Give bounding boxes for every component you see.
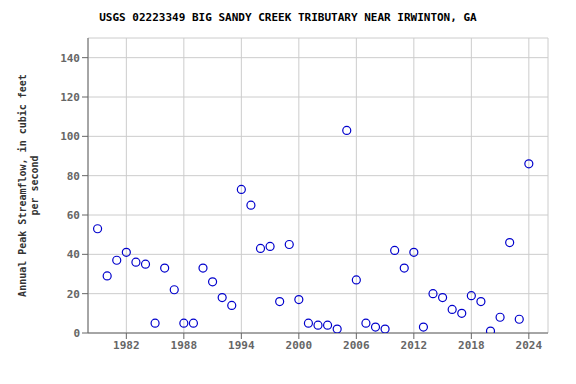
svg-text:1988: 1988 (171, 339, 198, 352)
svg-text:40: 40 (67, 248, 80, 261)
svg-text:80: 80 (67, 170, 80, 183)
svg-text:0: 0 (73, 327, 80, 340)
svg-text:1982: 1982 (113, 339, 140, 352)
svg-text:140: 140 (60, 52, 80, 65)
svg-text:2024: 2024 (516, 339, 543, 352)
svg-text:60: 60 (67, 209, 80, 222)
svg-text:120: 120 (60, 91, 80, 104)
svg-text:20: 20 (67, 288, 80, 301)
svg-text:2018: 2018 (458, 339, 485, 352)
svg-text:1994: 1994 (228, 339, 255, 352)
svg-text:2006: 2006 (343, 339, 370, 352)
svg-text:2000: 2000 (286, 339, 313, 352)
svg-text:2012: 2012 (401, 339, 428, 352)
svg-text:Annual Peak Streamflow, in cub: Annual Peak Streamflow, in cubic feetper… (17, 74, 40, 297)
svg-text:100: 100 (60, 130, 80, 143)
html-text:USGS 02223349 BIG SANDY CREEK: USGS 02223349 BIG SANDY CREEK TRIBUTARY … (99, 11, 477, 24)
